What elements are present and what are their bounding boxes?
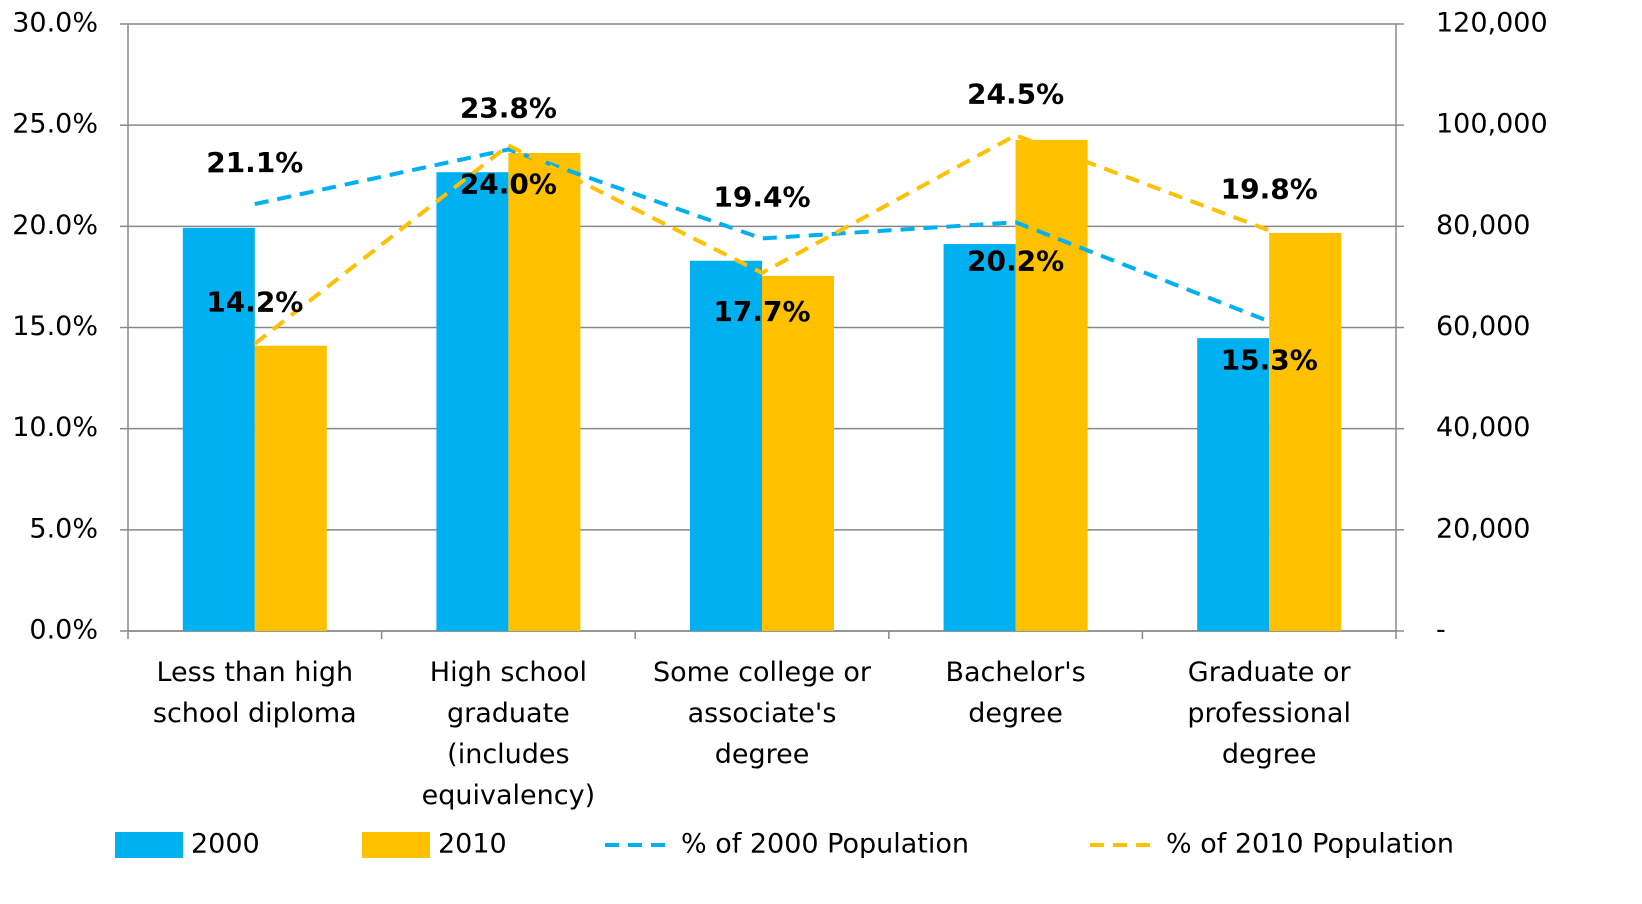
bar	[436, 172, 509, 631]
y-tick-label: 5.0%	[29, 513, 98, 544]
x-tick-label: Some college or associate's degree	[652, 657, 872, 770]
bar	[943, 244, 1016, 631]
x-tick-label: Graduate or professional degree	[1187, 657, 1351, 770]
bar	[762, 275, 834, 631]
data-label: 19.8%	[1221, 172, 1318, 205]
y2-tick-label: 20,000	[1436, 513, 1530, 544]
y2-tick-label: 100,000	[1436, 109, 1548, 140]
bar	[1015, 139, 1088, 632]
x-tick-label: High school graduate (includes equivalen…	[421, 657, 596, 811]
data-label: 14.2%	[206, 286, 303, 319]
legend-label: 2010	[438, 829, 507, 860]
y-tick-label: 10.0%	[12, 412, 98, 443]
bar	[1197, 338, 1270, 631]
x-tick-label: Bachelor's degree	[945, 657, 1086, 729]
y-tick-label: 20.0%	[12, 210, 98, 241]
bar	[1269, 232, 1342, 631]
y2-tick-label: 120,000	[1436, 8, 1548, 39]
y-tick-label: 15.0%	[12, 311, 98, 342]
y2-tick-label: 80,000	[1436, 210, 1530, 241]
data-label: 24.5%	[967, 77, 1064, 110]
y-tick-label: 25.0%	[12, 109, 98, 140]
line	[254, 147, 1270, 324]
data-label: 17.7%	[713, 295, 810, 328]
data-label: 15.3%	[1221, 343, 1318, 376]
legend-label: 2000	[191, 829, 260, 860]
data-label: 21.1%	[206, 146, 303, 179]
data-label: 23.8%	[460, 91, 557, 124]
bar	[254, 345, 327, 631]
legend-swatch	[362, 832, 430, 858]
y2-tick-label: 40,000	[1436, 412, 1530, 443]
y2-tick-label: 60,000	[1436, 311, 1530, 342]
y-tick-label: 30.0%	[12, 8, 98, 39]
legend-label: % of 2010 Population	[1166, 829, 1454, 860]
bar	[690, 260, 762, 631]
y-tick-label: 0.0%	[29, 615, 98, 646]
data-label: 20.2%	[967, 244, 1064, 277]
line	[253, 133, 1270, 346]
y2-tick-label: -	[1436, 615, 1446, 646]
data-label: 24.0%	[460, 167, 557, 200]
data-label: 19.4%	[713, 180, 810, 213]
legend-label: % of 2000 Population	[681, 829, 969, 860]
bar	[508, 152, 581, 632]
x-tick-label: Less than high school diploma	[152, 657, 357, 729]
bar	[182, 227, 255, 631]
legend-swatch	[115, 832, 183, 858]
